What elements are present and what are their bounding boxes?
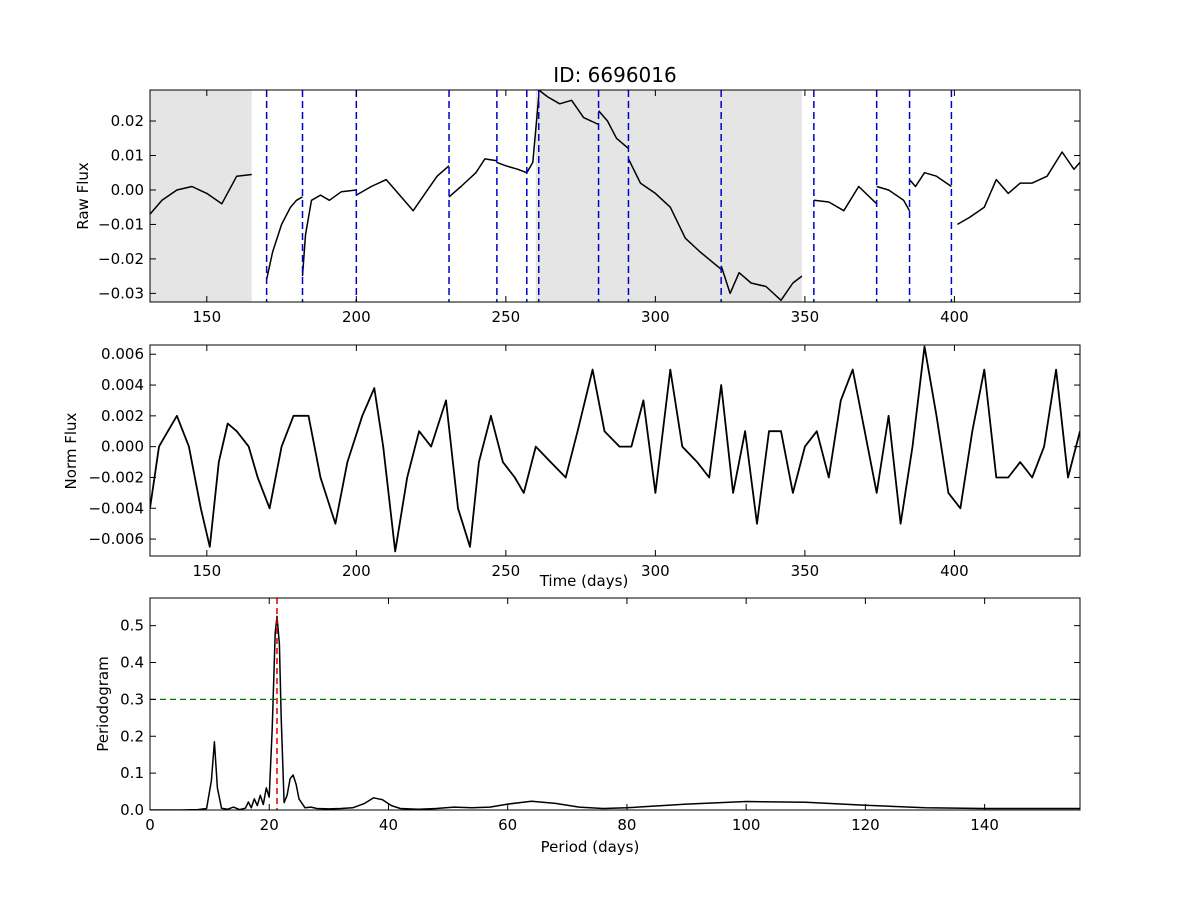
- norm-flux-plot-area: [150, 345, 1080, 553]
- raw-flux-x-tick-label: 400: [940, 308, 969, 326]
- norm-flux-y-tick-label: −0.004: [88, 499, 144, 517]
- periodogram-y-tick-label: 0.2: [120, 727, 144, 745]
- raw-flux-series-line: [496, 161, 528, 174]
- norm-flux-series-line: [150, 345, 1080, 553]
- raw-flux-series-line: [876, 185, 911, 212]
- norm-flux-x-tick-label: 300: [641, 562, 670, 580]
- raw-flux-plot-area: [150, 90, 1080, 302]
- raw-flux-y-tick-label: −0.03: [98, 284, 144, 302]
- raw-flux-series-line: [301, 189, 357, 277]
- raw-flux-series-line: [908, 171, 952, 188]
- periodogram-y-axis-label: Periodogram: [94, 656, 112, 751]
- periodogram-axes-frame: [149, 597, 1081, 811]
- periodogram-x-tick-label: 140: [970, 816, 999, 834]
- raw-flux-y-tick-label: 0.00: [111, 181, 144, 199]
- norm-flux-x-tick-label: 350: [791, 562, 820, 580]
- periodogram-x-tick-label: 0: [145, 816, 155, 834]
- periodogram-y-tick-label: 0.4: [120, 654, 144, 672]
- periodogram-x-tick-label: 80: [617, 816, 636, 834]
- raw-flux-shaded-range: [535, 90, 802, 302]
- norm-flux-y-tick-label: 0.004: [101, 376, 144, 394]
- periodogram-y-tick-label: 0.0: [120, 801, 144, 819]
- raw-flux-x-tick-label: 200: [342, 308, 371, 326]
- raw-flux-series-line: [265, 196, 303, 280]
- periodogram-x-tick-label: 60: [498, 816, 517, 834]
- norm-flux-x-axis-label: Time (days): [539, 572, 629, 590]
- raw-flux-axes-frame: [149, 89, 1081, 303]
- raw-flux-y-tick-label: 0.02: [111, 112, 144, 130]
- raw-flux-series-line: [355, 165, 450, 212]
- raw-flux-shaded-range: [150, 90, 252, 302]
- raw-flux-series-line: [448, 158, 498, 198]
- norm-flux-y-tick-label: 0.002: [101, 407, 144, 425]
- periodogram-y-tick-label: 0.1: [120, 764, 144, 782]
- raw-flux-series-line: [627, 158, 722, 270]
- raw-flux-series-line: [813, 185, 878, 212]
- norm-flux-y-tick-label: 0.006: [101, 345, 144, 363]
- raw-flux-series-line: [598, 110, 629, 150]
- raw-flux-x-tick-label: 350: [791, 308, 820, 326]
- raw-flux-y-tick-label: 0.01: [111, 146, 144, 164]
- raw-flux-series-line: [150, 173, 252, 215]
- raw-flux-series-line: [957, 151, 1080, 226]
- norm-flux-axes-frame: [149, 344, 1081, 557]
- norm-flux-x-tick-label: 250: [492, 562, 521, 580]
- raw-flux-y-tick-label: −0.02: [98, 250, 144, 268]
- raw-flux-x-tick-label: 250: [492, 308, 521, 326]
- periodogram-x-tick-label: 120: [851, 816, 880, 834]
- raw-flux-x-tick-label: 150: [192, 308, 221, 326]
- periodogram-y-tick-label: 0.5: [120, 617, 144, 635]
- norm-flux-y-tick-label: −0.006: [88, 530, 144, 548]
- periodogram-y-tick-label: 0.3: [120, 690, 144, 708]
- periodogram-panel: 0 20 40 60 80 100 120 140 0.0 0.1 0.2 0.3 0.4 0.5: [120, 597, 1081, 834]
- raw-flux-x-tick-label: 300: [641, 308, 670, 326]
- norm-flux-y-axis-label: Norm Flux: [62, 412, 80, 489]
- periodogram-x-tick-label: 40: [379, 816, 398, 834]
- norm-flux-y-tick-label: 0.000: [101, 438, 144, 456]
- norm-flux-panel: 150 200 250 300 350 400 −0.006 −0.004 −0.002 0.00…: [88, 344, 1081, 580]
- raw-flux-series-line: [720, 265, 803, 302]
- chart-title: ID: 6696016: [553, 63, 676, 87]
- raw-flux-y-axis-label: Raw Flux: [74, 162, 92, 230]
- raw-flux-y-tick-label: −0.01: [98, 215, 144, 233]
- norm-flux-x-tick-label: 150: [192, 562, 221, 580]
- norm-flux-x-tick-label: 200: [342, 562, 371, 580]
- periodogram-x-tick-label: 100: [732, 816, 761, 834]
- norm-flux-x-tick-label: 400: [940, 562, 969, 580]
- raw-flux-series-line: [538, 90, 599, 126]
- norm-flux-y-tick-label: −0.002: [88, 468, 144, 486]
- raw-flux-series-line: [526, 96, 540, 174]
- periodogram-x-tick-label: 20: [260, 816, 279, 834]
- raw-flux-panel: 150 200 250 300 350 400 −0.03 −0.02 −0.01 0.00 0.0…: [98, 89, 1081, 326]
- period-x-axis-label: Period (days): [541, 838, 640, 856]
